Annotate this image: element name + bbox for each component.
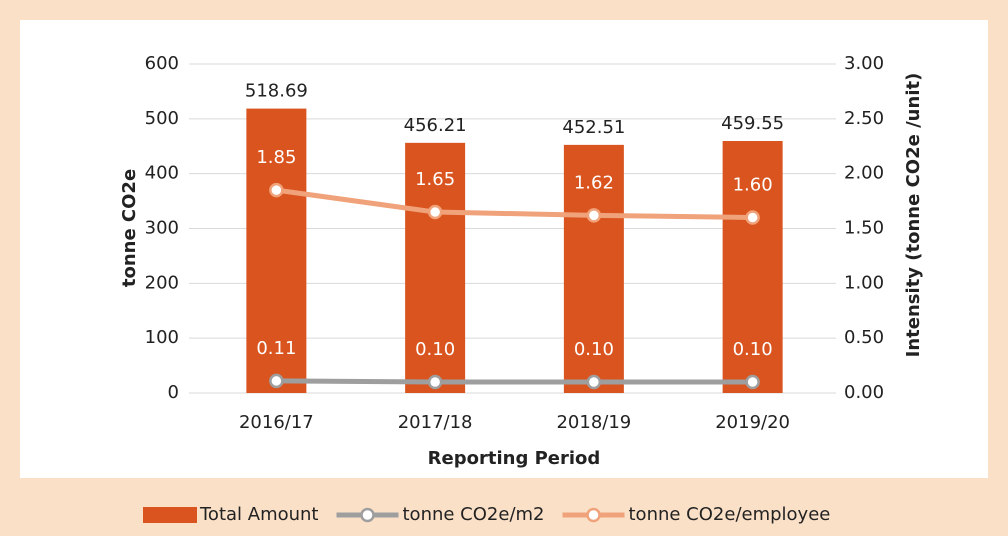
- bar: [563, 144, 624, 393]
- x-axis-label: Reporting Period: [428, 448, 601, 469]
- y-tick-label: 300: [145, 218, 179, 239]
- line-value-label: 1.65: [415, 169, 455, 190]
- y-tick-label: 0: [168, 382, 179, 403]
- line-marker: [745, 210, 760, 225]
- y-axis-label: tonne CO2e: [119, 169, 140, 287]
- x-tick-label: 2017/18: [398, 412, 473, 433]
- line-value-label: 0.10: [415, 339, 455, 360]
- line-marker: [586, 374, 602, 390]
- line-value-label: 1.62: [574, 172, 614, 193]
- x-tick-label: 2019/20: [715, 412, 790, 433]
- y-tick-label: 600: [145, 53, 179, 74]
- plot-panel: [20, 20, 988, 478]
- y-tick-label: 400: [145, 163, 179, 184]
- y2-tick-label: 0.50: [844, 327, 884, 348]
- bar: [246, 108, 307, 393]
- bar-value-label: 456.21: [404, 115, 467, 136]
- y-tick-label: 100: [145, 327, 179, 348]
- line-value-label: 0.10: [574, 339, 614, 360]
- line: [276, 187, 753, 221]
- legend-marker: [360, 507, 375, 523]
- y2-tick-label: 2.50: [844, 108, 884, 129]
- legend-marker: [586, 507, 601, 523]
- y-tick-label: 500: [145, 108, 179, 129]
- y2-axis-label: Intensity (tonne CO2e /unit): [903, 73, 924, 358]
- line-marker: [745, 374, 760, 390]
- line-marker: [269, 182, 284, 198]
- x-tick-label: 2016/17: [239, 412, 314, 433]
- legend-label: tonne CO2e/employee: [629, 504, 831, 525]
- line-marker: [427, 204, 443, 220]
- x-tick-label: 2018/19: [556, 412, 631, 433]
- line-marker: [427, 374, 443, 390]
- line: [276, 378, 753, 385]
- y2-tick-label: 2.00: [844, 163, 884, 184]
- bar-value-label: 452.51: [562, 117, 625, 138]
- line-value-label: 0.11: [256, 338, 296, 359]
- line-marker: [586, 208, 602, 223]
- y2-tick-label: 1.50: [844, 218, 884, 239]
- legend-label: tonne CO2e/m2: [403, 504, 545, 525]
- legend-swatch: [143, 507, 197, 523]
- y2-tick-label: 0.00: [844, 382, 884, 403]
- line-marker: [269, 373, 284, 389]
- y2-tick-label: 3.00: [844, 53, 884, 74]
- line-value-label: 1.85: [256, 147, 296, 168]
- line-value-label: 1.60: [733, 175, 773, 196]
- bar: [405, 142, 466, 393]
- legend-label: Total Amount: [199, 504, 319, 525]
- bar-value-label: 518.69: [245, 81, 308, 102]
- line-value-label: 0.10: [733, 339, 773, 360]
- y2-tick-label: 1.00: [844, 272, 884, 293]
- y-tick-label: 200: [145, 272, 179, 293]
- bar-value-label: 459.55: [721, 113, 784, 134]
- bar: [722, 141, 783, 393]
